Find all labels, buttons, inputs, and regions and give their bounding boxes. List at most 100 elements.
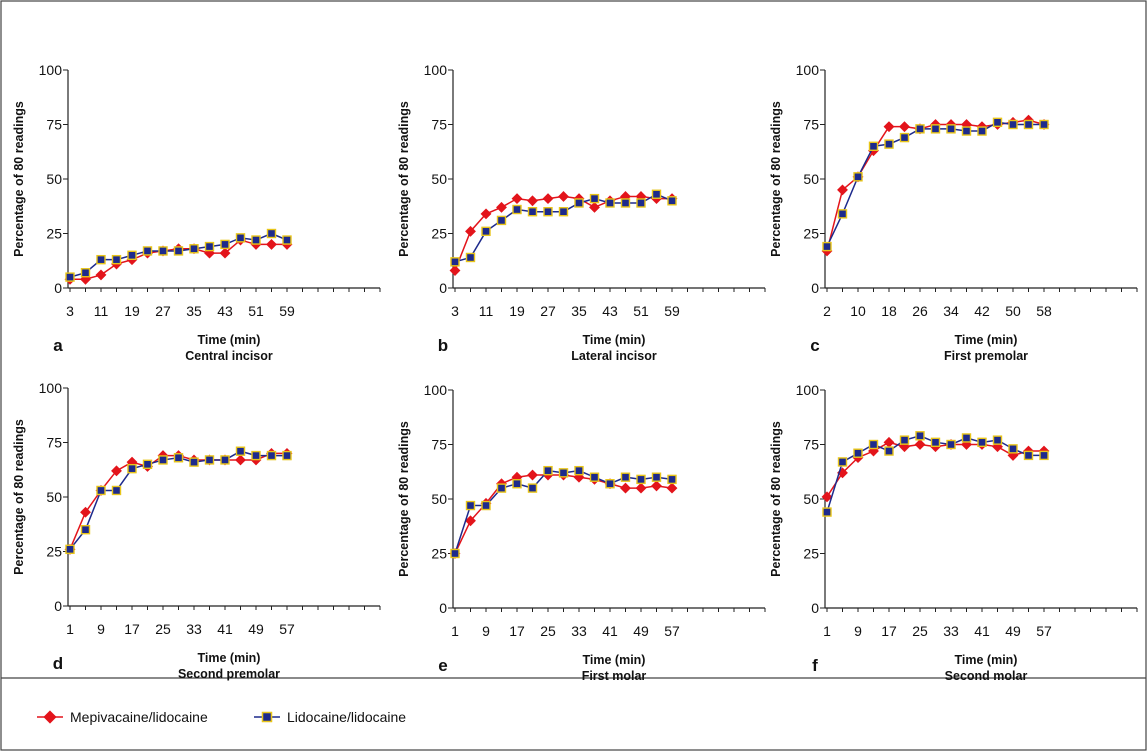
data-point-square — [1039, 119, 1049, 130]
legend-series1-marker — [43, 710, 57, 724]
legend: Mepivacaine/lidocaine Lidocaine/lidocain… — [37, 709, 406, 725]
series-lidocaine — [450, 465, 677, 559]
data-point-square — [543, 206, 553, 217]
data-point-square — [204, 241, 215, 252]
x-tick-label: 10 — [850, 303, 866, 319]
data-point-square — [465, 500, 476, 511]
data-point-square — [158, 246, 168, 256]
data-point-square — [1023, 450, 1034, 461]
data-point-square — [1008, 119, 1018, 130]
x-tick-label: 49 — [1005, 623, 1021, 639]
data-point-square — [620, 198, 631, 208]
panel-letter: e — [438, 656, 447, 675]
data-point-square — [853, 172, 863, 182]
panel-title: Second molar — [945, 669, 1028, 683]
data-point-square — [465, 252, 476, 263]
x-tick-label: 27 — [155, 303, 171, 319]
y-tick-label: 0 — [811, 280, 819, 296]
data-point-square — [450, 257, 460, 267]
x-axis-label: Time (min) — [955, 653, 1018, 667]
data-point-square — [589, 193, 600, 204]
data-point-square — [96, 485, 106, 496]
data-point-square — [977, 437, 987, 448]
x-tick-label: 25 — [155, 621, 171, 637]
x-tick-label: 33 — [943, 623, 959, 639]
y-tick-label: 50 — [46, 171, 62, 187]
y-tick-label: 0 — [439, 280, 447, 296]
data-point-square — [142, 246, 153, 256]
x-axis-label: Time (min) — [583, 333, 646, 347]
data-point-square — [589, 472, 600, 482]
y-tick-label: 0 — [54, 598, 62, 614]
data-point-square — [915, 124, 925, 134]
chart-panel-c: 0 25 50 75 100 2 10 18 26 34 42 50 58 Percentage of 8… — [769, 62, 1138, 363]
x-tick-label: 49 — [248, 621, 264, 637]
chart-panel-e: 0 25 50 75 100 1 9 17 25 33 41 49 57 Percentage of 80… — [397, 382, 766, 683]
x-tick-label: 35 — [186, 303, 202, 319]
y-tick-label: 75 — [803, 437, 819, 453]
x-tick-label: 17 — [124, 621, 140, 637]
x-tick-label: 58 — [1036, 303, 1052, 319]
panel-letter: f — [812, 656, 818, 675]
panel-title: Second premolar — [178, 667, 280, 681]
x-tick-label: 43 — [602, 303, 618, 319]
panel-title: Central incisor — [185, 349, 273, 363]
x-tick-label: 43 — [217, 303, 233, 319]
y-tick-label: 100 — [39, 380, 63, 396]
data-point-diamond — [883, 121, 895, 133]
x-axis-label: Time (min) — [198, 333, 261, 347]
data-point-square — [158, 455, 168, 465]
data-point-square — [837, 209, 848, 219]
y-tick-label: 0 — [54, 280, 62, 296]
y-axis-label: Percentage of 80 readings — [12, 101, 26, 257]
data-point-diamond — [542, 193, 554, 205]
y-tick-label: 100 — [39, 62, 63, 78]
y-axis-label: Percentage of 80 readings — [12, 419, 26, 575]
x-tick-label: 19 — [124, 303, 140, 319]
data-point-square — [173, 246, 184, 256]
data-point-square — [605, 479, 615, 489]
data-point-square — [822, 507, 832, 517]
x-tick-label: 35 — [571, 303, 587, 319]
data-point-square — [142, 459, 153, 469]
y-tick-label: 100 — [796, 382, 820, 398]
data-point-square — [266, 228, 277, 239]
data-point-diamond — [235, 454, 246, 466]
data-point-diamond — [837, 184, 848, 196]
x-tick-label: 25 — [540, 623, 556, 639]
data-point-square — [822, 241, 832, 252]
data-point-square — [853, 448, 863, 458]
y-tick-label: 25 — [803, 226, 819, 242]
legend-item-series2: Lidocaine/lidocaine — [254, 709, 406, 725]
data-point-square — [977, 126, 987, 136]
chart-panel-d: 0 25 50 75 100 1 9 17 25 33 41 49 57 Percentage of 80… — [12, 380, 381, 681]
y-tick-label: 75 — [803, 117, 819, 133]
y-tick-label: 50 — [46, 489, 62, 505]
y-tick-label: 25 — [46, 226, 62, 242]
x-tick-label: 3 — [66, 303, 74, 319]
data-point-diamond — [465, 225, 476, 237]
x-tick-label: 50 — [1005, 303, 1021, 319]
data-point-square — [667, 196, 677, 206]
x-tick-label: 51 — [248, 303, 264, 319]
data-point-square — [899, 435, 910, 445]
data-point-diamond — [651, 480, 662, 492]
data-point-square — [558, 468, 569, 478]
data-point-square — [189, 244, 199, 254]
legend-series1-label: Mepivacaine/lidocaine — [70, 709, 208, 725]
data-point-diamond — [899, 121, 910, 133]
data-point-diamond — [219, 247, 231, 259]
data-point-square — [189, 457, 199, 467]
data-point-square — [80, 525, 91, 535]
y-tick-label: 25 — [431, 546, 447, 562]
data-point-square — [251, 235, 261, 245]
y-tick-label: 0 — [811, 600, 819, 616]
data-point-square — [512, 479, 522, 489]
data-point-diamond — [620, 482, 631, 494]
data-point-square — [930, 437, 941, 448]
x-tick-label: 1 — [823, 623, 831, 639]
x-axis-label: Time (min) — [198, 651, 261, 665]
data-point-diamond — [95, 269, 107, 281]
